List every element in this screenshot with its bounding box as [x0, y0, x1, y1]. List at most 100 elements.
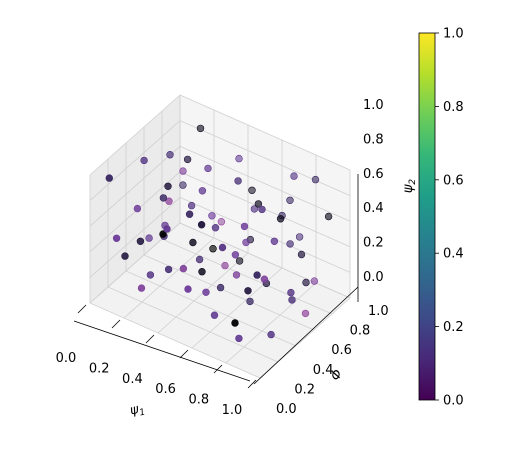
grid-left-z [89, 197, 181, 278]
data-point [218, 243, 227, 252]
y-tick-label: 1.0 [368, 304, 389, 319]
data-point [311, 175, 320, 184]
grid-left-z [89, 145, 181, 227]
colorbar-tick-label: 0.2 [443, 320, 464, 335]
y-tick-label: 0.8 [350, 324, 371, 339]
tick-labels: 0.0 0.2 0.4 0.6 0.8 1.0 0.0 0.2 0.4 0.6 0.8 1.0 0.0 0… [56, 98, 389, 418]
grid-floor-x [123, 237, 215, 319]
data-point [258, 205, 266, 214]
z-tick-label: 0.6 [363, 167, 384, 182]
grid-back-z [179, 120, 351, 196]
data-point [198, 268, 206, 276]
grid-floor-y [143, 254, 315, 331]
data-point [165, 197, 173, 205]
colorbar-tick-label: 0.4 [443, 247, 464, 262]
data-point [145, 234, 153, 242]
data-point [276, 215, 285, 223]
data-point [196, 124, 205, 133]
x-tick-mark [77, 304, 87, 314]
x-tick-mark [179, 349, 189, 359]
data-point [187, 201, 196, 210]
data-point [137, 284, 146, 292]
colorbar-tick-label: 0.8 [443, 100, 464, 115]
data-point [184, 285, 192, 293]
data-point [235, 154, 243, 163]
x-tick-label: 0.4 [122, 372, 143, 387]
data-point [209, 245, 217, 253]
data-point [267, 330, 275, 339]
data-point [202, 288, 210, 296]
data-point [288, 296, 296, 304]
data-point [136, 237, 145, 246]
data-point [235, 257, 244, 265]
data-point [163, 225, 171, 233]
data-point [286, 240, 294, 248]
data-point [250, 205, 259, 213]
data-point [159, 230, 167, 238]
data-point [324, 212, 333, 221]
data-point [164, 265, 173, 274]
x-tick-label: 0.8 [188, 393, 209, 408]
z-tick-label: 0.4 [363, 201, 384, 216]
z-tick-label: 0.0 [363, 270, 384, 285]
z-tick-label: 0.2 [363, 236, 384, 251]
z-axis-label: ψ2 [401, 179, 418, 194]
floor-pane [90, 223, 350, 378]
data-point [140, 156, 148, 165]
data-point [235, 334, 243, 343]
data-point [179, 181, 187, 189]
data-point [297, 250, 306, 259]
colorbar [418, 32, 436, 401]
data-point [164, 182, 172, 191]
data-point [208, 212, 216, 220]
grid-left-z [89, 94, 181, 176]
x-axis-line [73, 320, 251, 382]
data-point [159, 194, 168, 202]
grid-floor-y [107, 286, 279, 363]
data-point [301, 309, 310, 318]
z-tick-label: 1.0 [363, 98, 384, 113]
x-tick-label: 1.0 [222, 403, 243, 418]
x-tick-mark [247, 379, 257, 389]
data-point [217, 218, 226, 226]
y-axis-label: Φ [328, 367, 346, 383]
y-axis-line [253, 286, 359, 385]
back-pane [180, 95, 350, 298]
y-tick-label: 0.0 [276, 402, 297, 417]
x-tick-label: 0.2 [89, 361, 110, 376]
data-point [302, 278, 310, 287]
data-point [105, 174, 114, 182]
data-point [295, 233, 304, 241]
data-point [189, 238, 197, 247]
grid-back-z [179, 145, 351, 222]
data-points [105, 124, 333, 343]
data-point [248, 186, 256, 195]
data-point [234, 177, 242, 185]
colorbar-tick-label: 0.0 [443, 394, 464, 409]
colorbar-tick-label: 1.0 [443, 27, 464, 42]
data-point [179, 264, 188, 273]
data-point [179, 167, 187, 175]
left-pane [90, 95, 180, 303]
grid-back-z [179, 94, 351, 171]
grid-floor-y [89, 302, 261, 379]
data-point [246, 297, 254, 306]
data-point [240, 222, 249, 231]
data-point [211, 224, 220, 232]
data-point [310, 277, 319, 285]
data-point [183, 155, 192, 164]
z-tick-label: 0.8 [363, 132, 384, 147]
data-point [198, 187, 207, 195]
data-point [260, 275, 269, 283]
data-point [210, 311, 219, 319]
data-point [112, 234, 121, 243]
data-point [290, 172, 298, 180]
data-point [244, 287, 252, 295]
axis-panes [90, 95, 350, 378]
data-point [146, 271, 155, 279]
axis-lines [73, 174, 359, 385]
data-point [216, 283, 225, 292]
y-tick-label: 0.2 [294, 382, 315, 397]
